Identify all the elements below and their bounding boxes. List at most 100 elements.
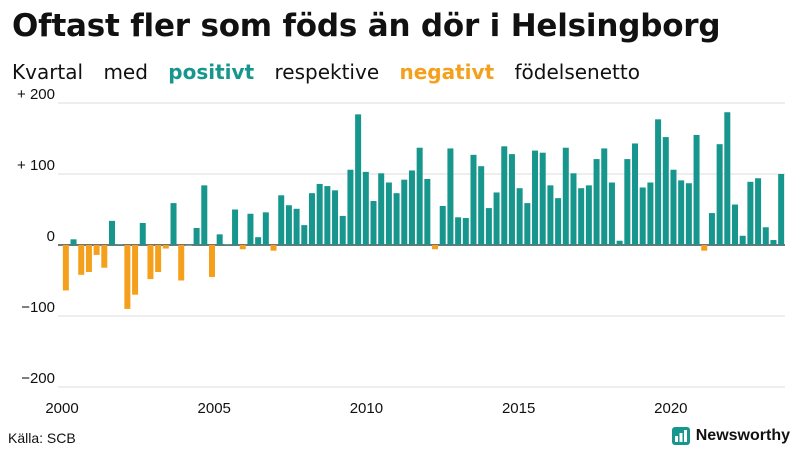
bar [255, 237, 262, 245]
bar [85, 245, 92, 272]
bar [578, 188, 585, 245]
bar [170, 203, 177, 245]
bar [639, 187, 646, 245]
bar [116, 244, 123, 245]
bar [308, 193, 315, 245]
bar [724, 112, 731, 245]
bar [624, 159, 631, 245]
bar [739, 235, 746, 245]
source-note: Källa: SCB [8, 430, 76, 446]
bar [232, 209, 239, 245]
bar [339, 215, 346, 245]
subtitle-negative-keyword: negativt [399, 60, 495, 84]
bar [670, 169, 677, 245]
bar [501, 146, 508, 245]
bar [70, 239, 77, 245]
bar [216, 234, 223, 245]
bar [485, 208, 492, 245]
bar [155, 245, 162, 272]
y-tick-label: 0 [47, 228, 55, 245]
bar [678, 180, 685, 245]
bar [685, 183, 692, 245]
bar [239, 245, 246, 250]
bar [416, 147, 423, 245]
bar [332, 190, 339, 245]
newsworthy-bars-icon [671, 427, 690, 445]
bar [316, 183, 323, 245]
bar [285, 205, 292, 245]
bar [708, 213, 715, 245]
subtitle-positive-keyword: positivt [168, 60, 255, 84]
bar [78, 245, 85, 275]
bar [778, 174, 785, 245]
bar [393, 193, 400, 245]
bar [601, 148, 608, 245]
bar [378, 173, 385, 245]
subtitle-word-kvartal: Kvartal [12, 60, 84, 84]
bar [747, 181, 754, 245]
bar [493, 192, 500, 245]
bar [701, 245, 708, 251]
subtitle-word-respektive: respektive [274, 60, 380, 84]
bar [662, 137, 669, 245]
bar [108, 220, 115, 245]
bar [124, 245, 131, 309]
bar [424, 178, 431, 245]
bar [278, 195, 285, 245]
bar [324, 186, 331, 245]
bar [647, 182, 654, 245]
y-tick-label: −200 [21, 370, 55, 387]
bar [608, 182, 615, 245]
y-tick-label: −100 [21, 299, 55, 316]
bar [293, 208, 300, 245]
bar [355, 114, 362, 245]
bar [539, 152, 546, 245]
bar [732, 204, 739, 245]
bar [385, 182, 392, 245]
brand-name: Newsworthy [695, 427, 790, 444]
bar [570, 173, 577, 245]
newsworthy-logo: Newsworthy [671, 427, 790, 445]
y-tick-label: + 200 [17, 86, 55, 103]
chart-subtitle: Kvartal med positivt respektive negativt… [12, 60, 654, 84]
bar [178, 245, 185, 281]
x-tick-label: 2010 [350, 400, 383, 417]
bar [447, 148, 454, 245]
chart-title: Oftast fler som föds än dör i Helsingbor… [12, 8, 721, 44]
bar [362, 171, 369, 245]
bar [439, 205, 446, 245]
bar [301, 225, 308, 245]
bar [585, 185, 592, 245]
bar [470, 154, 477, 245]
bar [147, 245, 154, 280]
bar [616, 240, 623, 245]
bar [770, 240, 777, 245]
bar [262, 212, 269, 245]
bar [193, 227, 200, 245]
bar [755, 178, 762, 245]
bar [408, 170, 415, 245]
bar [208, 245, 215, 277]
bar [693, 134, 700, 245]
bar [401, 179, 408, 245]
bar [247, 213, 254, 245]
bar [632, 143, 639, 245]
x-tick-label: 2020 [654, 400, 687, 417]
y-tick-label: + 100 [17, 157, 55, 174]
bar [347, 169, 354, 245]
bar [370, 200, 377, 245]
bar [516, 188, 523, 245]
bar [162, 245, 169, 249]
bar [62, 245, 69, 291]
bar [462, 218, 469, 245]
bar [655, 119, 662, 245]
bar [547, 185, 554, 245]
bar [224, 244, 231, 245]
x-tick-label: 2015 [502, 400, 535, 417]
subtitle-word-fodelsenetto: födelsenetto [514, 60, 640, 84]
bar [524, 203, 531, 245]
bar [101, 245, 108, 268]
bar [201, 185, 208, 245]
bar [93, 245, 100, 255]
bar [478, 166, 485, 245]
